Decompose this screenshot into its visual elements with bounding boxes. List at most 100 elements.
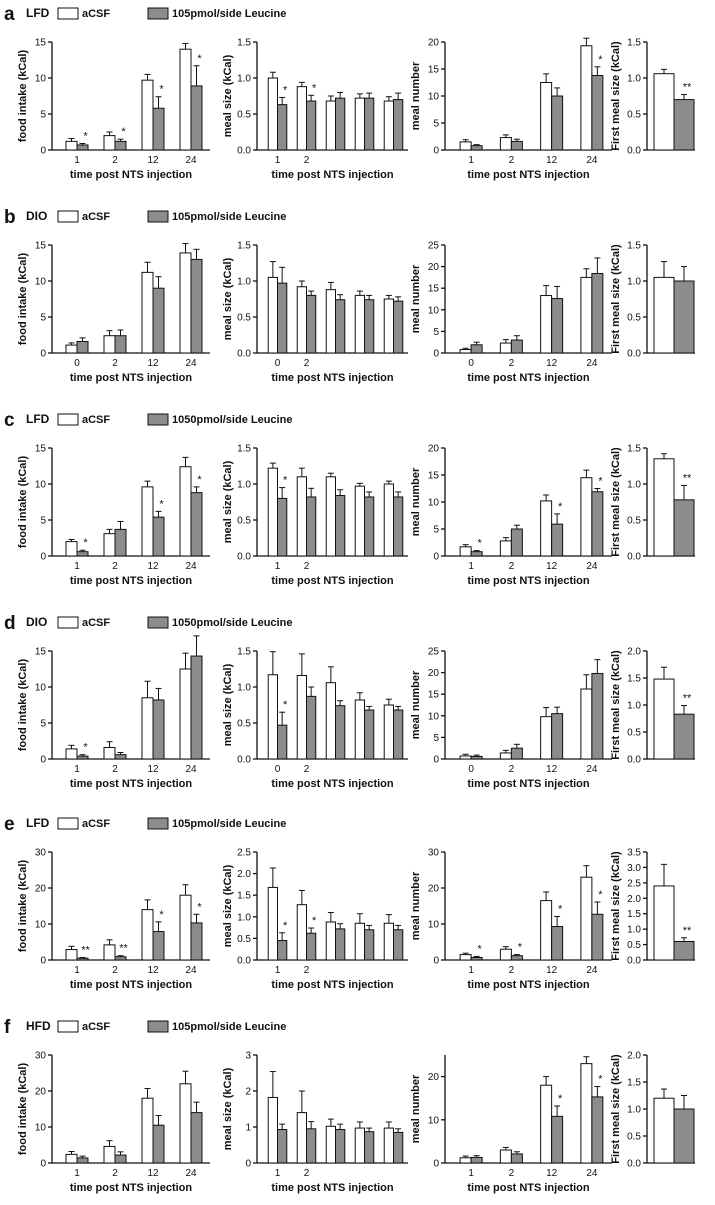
legend-label-acsf: aCSF bbox=[82, 617, 110, 629]
y-tick-label: 0.0 bbox=[627, 1159, 641, 1170]
legend-swatch-leucine bbox=[147, 1020, 169, 1033]
bar-acsf bbox=[354, 1127, 366, 1164]
x-tick-label: 2 bbox=[112, 1168, 118, 1179]
significance-marker: * bbox=[598, 1074, 603, 1086]
legend-swatch-acsf bbox=[57, 616, 79, 629]
y-tick-label: 0 bbox=[40, 349, 46, 360]
chart-e-3: 0.0 0.5 1.0 1.5 2.0 2.5 3.0 3.5 First meal size … bbox=[610, 848, 695, 967]
y-tick-label: 1.5 bbox=[237, 891, 251, 902]
bar-leucine bbox=[277, 104, 288, 151]
bar-leucine bbox=[393, 300, 404, 354]
y-tick-label: 10 bbox=[428, 1115, 440, 1126]
panel-label: c bbox=[4, 410, 15, 431]
y-axis-title: meal number bbox=[410, 61, 422, 130]
chart-c-3: 0.0 0.5 1.0 1.5 First meal size (kCal) ** bbox=[610, 444, 695, 563]
bar-leucine bbox=[76, 957, 89, 961]
bar-acsf bbox=[296, 674, 308, 760]
group-label: LFD bbox=[26, 412, 50, 426]
bar-leucine bbox=[393, 496, 404, 557]
bar-leucine bbox=[306, 932, 317, 961]
x-tick-label: 24 bbox=[185, 358, 197, 369]
y-axis-title: First meal size (kCal) bbox=[610, 244, 622, 354]
y-tick-label: 0 bbox=[40, 956, 46, 967]
bar-acsf bbox=[580, 477, 593, 557]
bar-leucine bbox=[152, 287, 165, 354]
y-tick-label: 1.5 bbox=[627, 909, 641, 920]
legend-swatch-acsf bbox=[57, 7, 79, 20]
y-axis-title: First meal size (kCal) bbox=[610, 447, 622, 557]
y-axis-title: meal size (kCal) bbox=[222, 460, 234, 543]
y-tick-label: 0 bbox=[40, 146, 46, 157]
bar-acsf bbox=[354, 699, 366, 760]
bar-acsf bbox=[325, 476, 337, 557]
significance-marker: * bbox=[598, 476, 603, 488]
x-tick-label: 12 bbox=[147, 965, 159, 976]
x-axis-title: time post NTS injection bbox=[70, 778, 193, 790]
bar-acsf bbox=[540, 716, 553, 760]
y-tick-label: 10 bbox=[35, 480, 47, 491]
x-axis-title: time post NTS injection bbox=[271, 575, 394, 587]
bar-acsf bbox=[103, 135, 116, 151]
y-tick-label: 10 bbox=[35, 1123, 47, 1134]
x-tick-label: 1 bbox=[74, 965, 80, 976]
bar-leucine bbox=[591, 74, 604, 151]
y-tick-label: 1.5 bbox=[627, 444, 641, 455]
bar-leucine bbox=[364, 929, 375, 961]
bar-acsf bbox=[267, 276, 279, 354]
x-tick-label: 12 bbox=[147, 1168, 159, 1179]
bar-leucine bbox=[673, 280, 695, 354]
y-tick-label: 0.5 bbox=[237, 313, 251, 324]
x-tick-label: 12 bbox=[546, 561, 558, 572]
bar-acsf bbox=[653, 73, 675, 151]
y-tick-label: 5 bbox=[433, 327, 439, 338]
significance-marker: * bbox=[83, 131, 88, 143]
x-axis-title: time post NTS injection bbox=[271, 372, 394, 384]
bar-acsf bbox=[383, 922, 395, 961]
y-tick-label: 1.0 bbox=[237, 683, 251, 694]
x-axis-title: time post NTS injection bbox=[70, 169, 193, 181]
significance-marker: * bbox=[83, 742, 88, 754]
y-axis-title: food intake (kCal) bbox=[17, 659, 29, 752]
y-tick-label: 2.0 bbox=[627, 1051, 641, 1062]
y-tick-label: 1.0 bbox=[627, 480, 641, 491]
chart-d-2: 0 5 10 15 20 25 meal number 0 2 12 24 time post NTS… bbox=[410, 647, 612, 790]
bar-leucine bbox=[114, 754, 127, 760]
bar-acsf bbox=[141, 697, 154, 760]
x-tick-label: 1 bbox=[468, 155, 474, 166]
significance-marker: * bbox=[121, 126, 126, 138]
y-tick-label: 2.5 bbox=[627, 878, 641, 889]
chart-b-0: 0 5 10 15 food intake (kCal) 0 2 12 24 time post … bbox=[17, 241, 210, 384]
bar-leucine bbox=[190, 655, 203, 760]
bar-acsf bbox=[459, 546, 472, 557]
x-tick-label: 12 bbox=[546, 155, 558, 166]
y-tick-label: 0 bbox=[433, 956, 439, 967]
significance-marker: ** bbox=[119, 943, 128, 955]
x-tick-label: 2 bbox=[304, 358, 310, 369]
y-tick-label: 2 bbox=[245, 1087, 251, 1098]
x-tick-label: 12 bbox=[147, 155, 159, 166]
bar-acsf bbox=[580, 1063, 593, 1164]
bar-leucine bbox=[673, 499, 695, 557]
significance-marker: * bbox=[283, 475, 288, 487]
legend-swatch-acsf bbox=[57, 210, 79, 223]
y-tick-label: 15 bbox=[428, 471, 440, 482]
x-axis-title: time post NTS injection bbox=[70, 1182, 193, 1194]
significance-marker: ** bbox=[683, 82, 692, 94]
bar-leucine bbox=[673, 940, 695, 961]
y-tick-label: 10 bbox=[428, 92, 440, 103]
bar-acsf bbox=[179, 894, 192, 961]
bar-acsf bbox=[325, 1125, 337, 1164]
bar-acsf bbox=[580, 688, 593, 760]
y-tick-label: 0.0 bbox=[237, 755, 251, 766]
x-tick-label: 12 bbox=[147, 358, 159, 369]
y-tick-label: 10 bbox=[35, 683, 47, 694]
bar-leucine bbox=[335, 299, 346, 354]
y-tick-label: 5 bbox=[433, 733, 439, 744]
y-tick-label: 1.0 bbox=[627, 1105, 641, 1116]
bar-leucine bbox=[190, 1112, 203, 1164]
y-tick-label: 5 bbox=[40, 110, 46, 121]
y-tick-label: 1.5 bbox=[627, 241, 641, 252]
bar-leucine bbox=[277, 940, 288, 961]
y-tick-label: 15 bbox=[35, 444, 47, 455]
